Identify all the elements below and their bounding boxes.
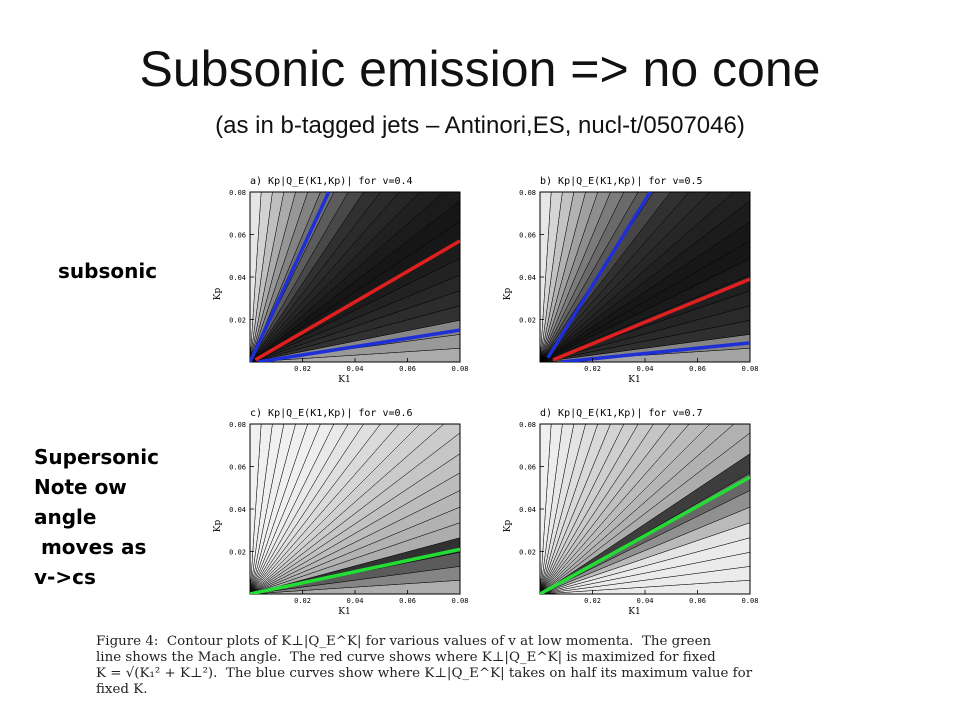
red-curve: [552, 277, 750, 362]
plot-title: d) Kp|Q_E(K1,Kp)| for v=0.7: [540, 408, 703, 419]
x-tick-label: 0.04: [637, 597, 654, 605]
x-axis-label: K1: [338, 375, 350, 385]
x-tick-label: 0.04: [347, 365, 364, 373]
contour-band: [540, 424, 563, 594]
contour-plot-svg: b) Kp|Q_E(K1,Kp)| for v=0.5 0.02 0.04 0.06 0…: [503, 176, 759, 385]
plot-title: a) Kp|Q_E(K1,Kp)| for v=0.4: [250, 176, 413, 187]
blue-curve: [546, 192, 652, 359]
contour-band: [540, 424, 575, 594]
x-axis-label: K1: [628, 607, 640, 617]
x-tick-label: 0.06: [399, 597, 416, 605]
y-axis-label: Kp: [213, 520, 223, 533]
x-tick-label: 0.04: [347, 597, 364, 605]
green-curve: [250, 547, 460, 594]
y-axis-label: Kp: [503, 288, 513, 301]
contour-band: [250, 424, 364, 594]
plot-title: b) Kp|Q_E(K1,Kp)| for v=0.5: [540, 176, 703, 187]
contour-band: [540, 424, 611, 594]
contour-band: [540, 192, 611, 362]
plot-title: c) Kp|Q_E(K1,Kp)| for v=0.6: [250, 408, 413, 419]
supersonic-label-line: angle: [34, 505, 97, 529]
x-tick-label: 0.06: [689, 365, 706, 373]
supersonic-label-line: Supersonic: [34, 445, 159, 469]
contour-band: [540, 192, 563, 362]
contour-band: [250, 192, 285, 362]
contour-band: [250, 424, 321, 594]
y-tick-label: 0.02: [229, 317, 246, 325]
slide-title: Subsonic emission => no cone: [139, 41, 821, 97]
green-curve: [540, 475, 750, 594]
x-tick-label: 0.04: [637, 365, 654, 373]
x-tick-label: 0.08: [742, 597, 759, 605]
contour-band: [540, 424, 654, 594]
y-tick-label: 0.04: [229, 274, 246, 282]
y-tick-label: 0.04: [229, 506, 246, 514]
contour-band: [250, 424, 285, 594]
y-tick-label: 0.08: [229, 189, 246, 197]
y-tick-label: 0.06: [519, 232, 536, 240]
x-tick-label: 0.06: [399, 365, 416, 373]
x-tick-label: 0.08: [452, 597, 469, 605]
supersonic-label-line: Note ow: [34, 475, 127, 499]
y-tick-label: 0.02: [519, 317, 536, 325]
contour-band: [250, 424, 273, 594]
contour-plot-svg: d) Kp|Q_E(K1,Kp)| for v=0.7 0.02 0.04 0.06 0…: [503, 408, 759, 617]
contour-plot-b: b) Kp|Q_E(K1,Kp)| for v=0.5 0.02 0.04 0.06 0…: [490, 170, 760, 395]
contour-plot-svg: a) Kp|Q_E(K1,Kp)| for v=0.4 0.02 0.04 0.06 0…: [213, 176, 469, 385]
contour-plot-d: d) Kp|Q_E(K1,Kp)| for v=0.7 0.02 0.04 0.06 0…: [490, 402, 760, 627]
supersonic-label-line: v->cs: [34, 565, 96, 589]
contour-plot-svg: c) Kp|Q_E(K1,Kp)| for v=0.6 0.02 0.04 0.06 0…: [213, 408, 469, 617]
x-tick-label: 0.02: [584, 365, 601, 373]
caption-line: line shows the Mach angle. The red curve…: [96, 650, 716, 665]
y-tick-label: 0.06: [229, 232, 246, 240]
contour-band: [250, 192, 273, 362]
y-tick-label: 0.02: [229, 549, 246, 557]
x-tick-label: 0.02: [294, 597, 311, 605]
blue-curve: [257, 328, 460, 362]
figure-caption: Figure 4: Contour plots of K⊥|Q_E^K| for…: [96, 634, 876, 698]
x-tick-label: 0.08: [452, 365, 469, 373]
subsonic-label-text: subsonic: [58, 259, 158, 283]
slide-subtitle: (as in b-tagged jets – Antinori,ES, nucl…: [215, 112, 745, 139]
contour-band: [540, 424, 625, 594]
y-axis-label: Kp: [213, 288, 223, 301]
supersonic-label: Supersonic Note ow angle moves as v->cs: [34, 442, 159, 592]
x-axis-label: K1: [628, 375, 640, 385]
x-tick-label: 0.08: [742, 365, 759, 373]
red-curve: [254, 239, 460, 362]
caption-line: Figure 4: Contour plots of K⊥|Q_E^K| for…: [96, 634, 712, 649]
contour-plot-a: a) Kp|Q_E(K1,Kp)| for v=0.4 0.02 0.04 0.06 0…: [200, 170, 470, 395]
supersonic-label-line: moves as: [34, 535, 147, 559]
contour-plot-c: c) Kp|Q_E(K1,Kp)| for v=0.6 0.02 0.04 0.06 0…: [200, 402, 470, 627]
caption-line: fixed K.: [96, 682, 148, 697]
x-axis-label: K1: [338, 607, 350, 617]
blue-curve: [250, 192, 331, 362]
contour-band: [540, 192, 575, 362]
contour-band: [250, 424, 335, 594]
y-tick-label: 0.06: [229, 464, 246, 472]
contour-band: [250, 192, 364, 362]
x-tick-label: 0.02: [294, 365, 311, 373]
subsonic-label: subsonic: [58, 256, 157, 286]
y-tick-label: 0.08: [519, 421, 536, 429]
y-tick-label: 0.04: [519, 506, 536, 514]
y-tick-label: 0.08: [229, 421, 246, 429]
y-tick-label: 0.02: [519, 549, 536, 557]
y-axis-label: Kp: [503, 520, 513, 533]
x-tick-label: 0.06: [689, 597, 706, 605]
y-tick-label: 0.04: [519, 274, 536, 282]
contour-band: [540, 192, 625, 362]
contour-band: [250, 192, 321, 362]
y-tick-label: 0.06: [519, 464, 536, 472]
y-tick-label: 0.08: [519, 189, 536, 197]
x-tick-label: 0.02: [584, 597, 601, 605]
caption-line: K = √(K₁² + K⊥²). The blue curves show w…: [96, 666, 753, 681]
